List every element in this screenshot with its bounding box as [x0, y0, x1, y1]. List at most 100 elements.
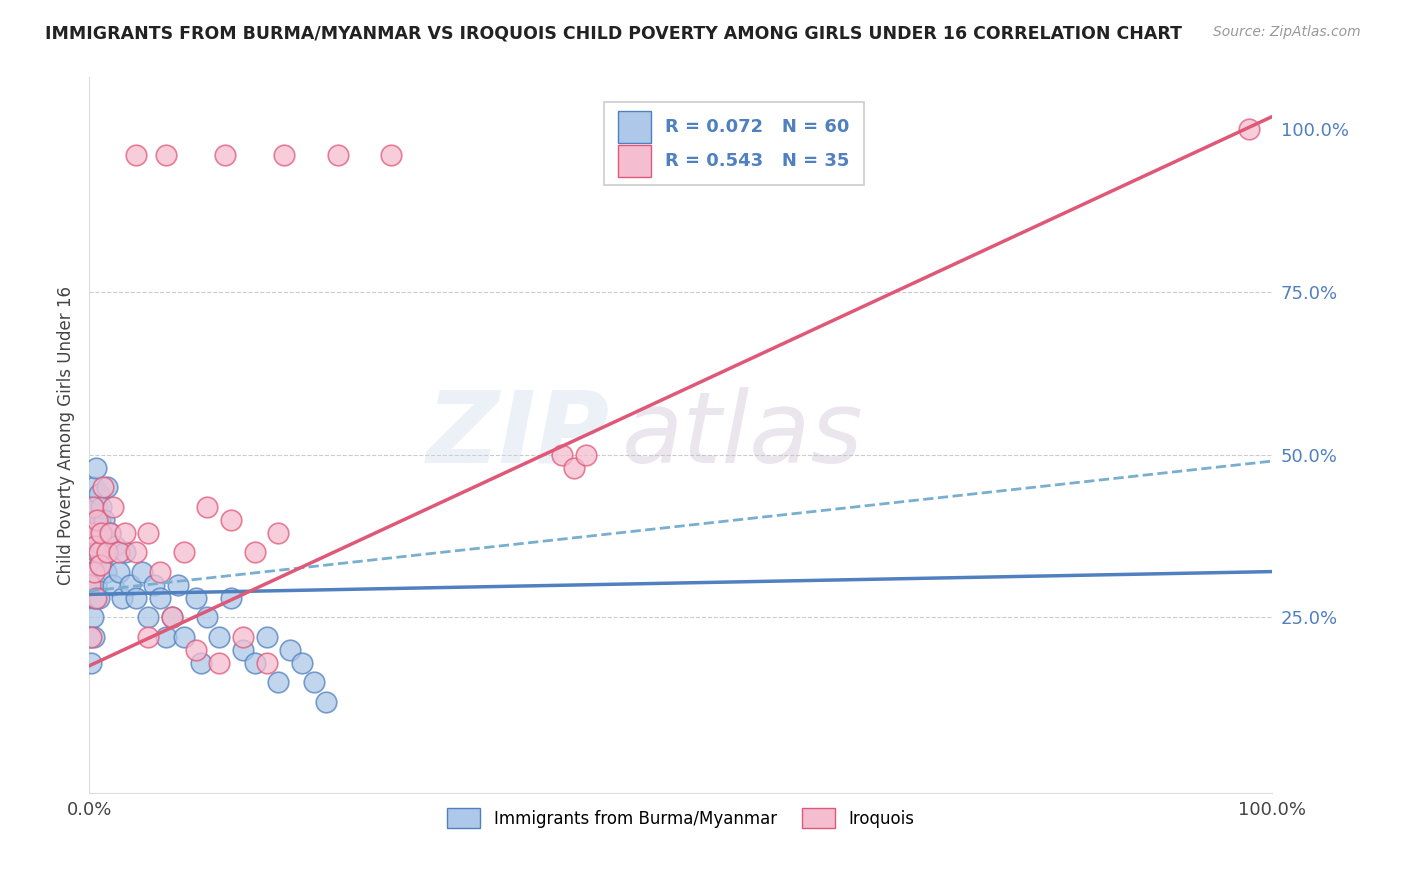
Point: [80, 630, 103, 644]
Point: [219, 591, 242, 605]
Point: [104, 539, 127, 553]
Point: [79, 630, 101, 644]
Point: [155, 148, 177, 162]
Point: [214, 148, 236, 162]
Point: [197, 610, 219, 624]
Point: [131, 565, 153, 579]
Point: [84, 591, 107, 605]
Point: [243, 656, 266, 670]
Point: [80, 591, 103, 605]
Point: [101, 577, 124, 591]
FancyBboxPatch shape: [619, 145, 651, 177]
Point: [82, 565, 104, 579]
Point: [184, 642, 207, 657]
Text: IMMIGRANTS FROM BURMA/MYANMAR VS IROQUOIS CHILD POVERTY AMONG GIRLS UNDER 16 COR: IMMIGRANTS FROM BURMA/MYANMAR VS IROQUOI…: [45, 25, 1182, 43]
Point: [86, 512, 108, 526]
Point: [84, 577, 107, 591]
Point: [91, 539, 114, 553]
Point: [149, 591, 172, 605]
Point: [136, 525, 159, 540]
Point: [243, 545, 266, 559]
Point: [84, 591, 107, 605]
FancyBboxPatch shape: [603, 103, 865, 185]
Point: [173, 630, 195, 644]
Point: [267, 525, 290, 540]
Point: [80, 656, 103, 670]
Point: [83, 525, 105, 540]
Point: [120, 577, 142, 591]
Point: [197, 500, 219, 514]
Point: [125, 591, 148, 605]
Point: [90, 500, 112, 514]
Point: [90, 539, 112, 553]
Point: [107, 565, 129, 579]
Point: [80, 545, 103, 559]
Point: [89, 512, 111, 526]
Text: Source: ZipAtlas.com: Source: ZipAtlas.com: [1213, 25, 1361, 39]
Point: [551, 448, 574, 462]
Point: [86, 545, 108, 559]
Point: [82, 500, 104, 514]
Point: [83, 480, 105, 494]
Point: [80, 525, 103, 540]
Legend: Immigrants from Burma/Myanmar, Iroquois: Immigrants from Burma/Myanmar, Iroquois: [440, 802, 921, 834]
Point: [219, 512, 242, 526]
Point: [82, 610, 104, 624]
Point: [87, 591, 110, 605]
Y-axis label: Child Poverty Among Girls Under 16: Child Poverty Among Girls Under 16: [58, 285, 75, 584]
Point: [256, 656, 278, 670]
Point: [114, 545, 136, 559]
Point: [98, 525, 121, 540]
Point: [326, 148, 349, 162]
Point: [160, 610, 183, 624]
Point: [89, 558, 111, 573]
Point: [114, 525, 136, 540]
Point: [136, 630, 159, 644]
Point: [91, 480, 114, 494]
Text: ZIP: ZIP: [427, 386, 610, 483]
Point: [96, 545, 118, 559]
Point: [208, 630, 231, 644]
Point: [190, 656, 212, 670]
Point: [302, 675, 325, 690]
Point: [84, 539, 107, 553]
Point: [93, 512, 115, 526]
Point: [84, 539, 107, 553]
Point: [84, 525, 107, 540]
Point: [273, 148, 295, 162]
Point: [89, 558, 111, 573]
Point: [291, 656, 314, 670]
Point: [87, 486, 110, 500]
Point: [232, 630, 254, 644]
Point: [96, 480, 118, 494]
Point: [143, 577, 166, 591]
Point: [86, 500, 108, 514]
Point: [149, 565, 172, 579]
Point: [107, 545, 129, 559]
Point: [278, 642, 301, 657]
Point: [256, 630, 278, 644]
Point: [87, 545, 110, 559]
Text: R = 0.543   N = 35: R = 0.543 N = 35: [665, 153, 849, 170]
Point: [79, 577, 101, 591]
Point: [166, 577, 188, 591]
Point: [84, 460, 107, 475]
Point: [380, 148, 402, 162]
Text: atlas: atlas: [621, 386, 863, 483]
Point: [562, 460, 585, 475]
Point: [79, 577, 101, 591]
Point: [84, 512, 107, 526]
Point: [267, 675, 290, 690]
FancyBboxPatch shape: [619, 112, 651, 143]
Point: [155, 630, 177, 644]
Point: [91, 525, 114, 540]
Text: R = 0.072   N = 60: R = 0.072 N = 60: [665, 118, 849, 136]
Point: [315, 695, 337, 709]
Point: [136, 610, 159, 624]
Point: [101, 500, 124, 514]
Point: [83, 565, 105, 579]
Point: [97, 545, 120, 559]
Point: [98, 525, 121, 540]
Point: [94, 565, 117, 579]
Point: [90, 525, 112, 540]
